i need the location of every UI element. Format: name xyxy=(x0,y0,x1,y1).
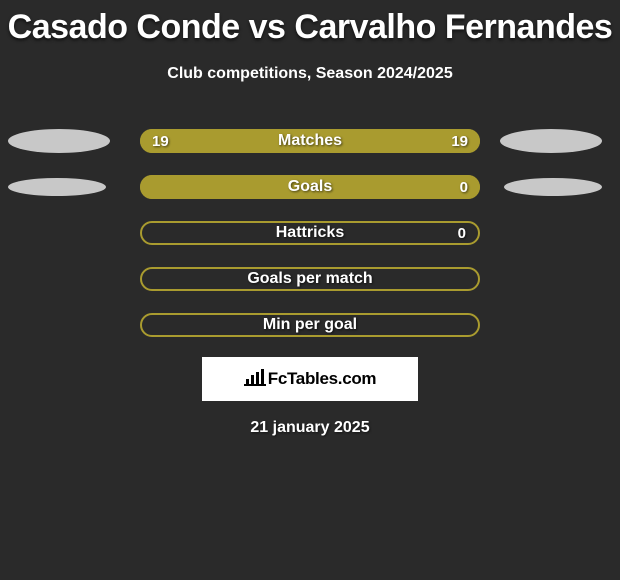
stat-right-value: 0 xyxy=(460,179,468,196)
comparison-infographic: Casado Conde vs Carvalho Fernandes Club … xyxy=(0,0,620,437)
logo-box: FcTables.com xyxy=(202,357,418,401)
date-label: 21 january 2025 xyxy=(250,419,369,437)
stat-row-hattricks: Hattricks 0 xyxy=(0,221,620,245)
stat-row-goals-per-match: Goals per match xyxy=(0,267,620,291)
stat-row-matches: 19 Matches 19 xyxy=(0,129,620,153)
stat-label: Matches xyxy=(278,132,342,150)
stat-label: Goals xyxy=(288,178,332,196)
stat-bar: Hattricks 0 xyxy=(140,221,480,245)
subtitle: Club competitions, Season 2024/2025 xyxy=(167,65,452,83)
logo-text: FcTables.com xyxy=(268,369,377,389)
stat-bar: Min per goal xyxy=(140,313,480,337)
page-title: Casado Conde vs Carvalho Fernandes xyxy=(8,8,613,47)
stat-bar: Goals per match xyxy=(140,267,480,291)
stat-row-goals: Goals 0 xyxy=(0,175,620,199)
stats-block: 19 Matches 19 Goals 0 Hattricks 0 xyxy=(0,129,620,337)
ellipse-icon xyxy=(8,178,106,196)
bar-chart-icon xyxy=(244,368,266,391)
logo-content: FcTables.com xyxy=(244,368,377,391)
ellipse-icon xyxy=(504,178,602,196)
stat-label: Goals per match xyxy=(247,270,372,288)
ellipse-icon xyxy=(500,129,602,153)
ellipse-icon xyxy=(8,129,110,153)
stat-right-value: 19 xyxy=(451,133,468,150)
stat-label: Min per goal xyxy=(263,316,357,334)
stat-left-value: 19 xyxy=(152,133,169,150)
stat-right-value: 0 xyxy=(458,225,466,242)
stat-bar: 19 Matches 19 xyxy=(140,129,480,153)
stat-label: Hattricks xyxy=(276,224,344,242)
stat-bar: Goals 0 xyxy=(140,175,480,199)
stat-row-min-per-goal: Min per goal xyxy=(0,313,620,337)
